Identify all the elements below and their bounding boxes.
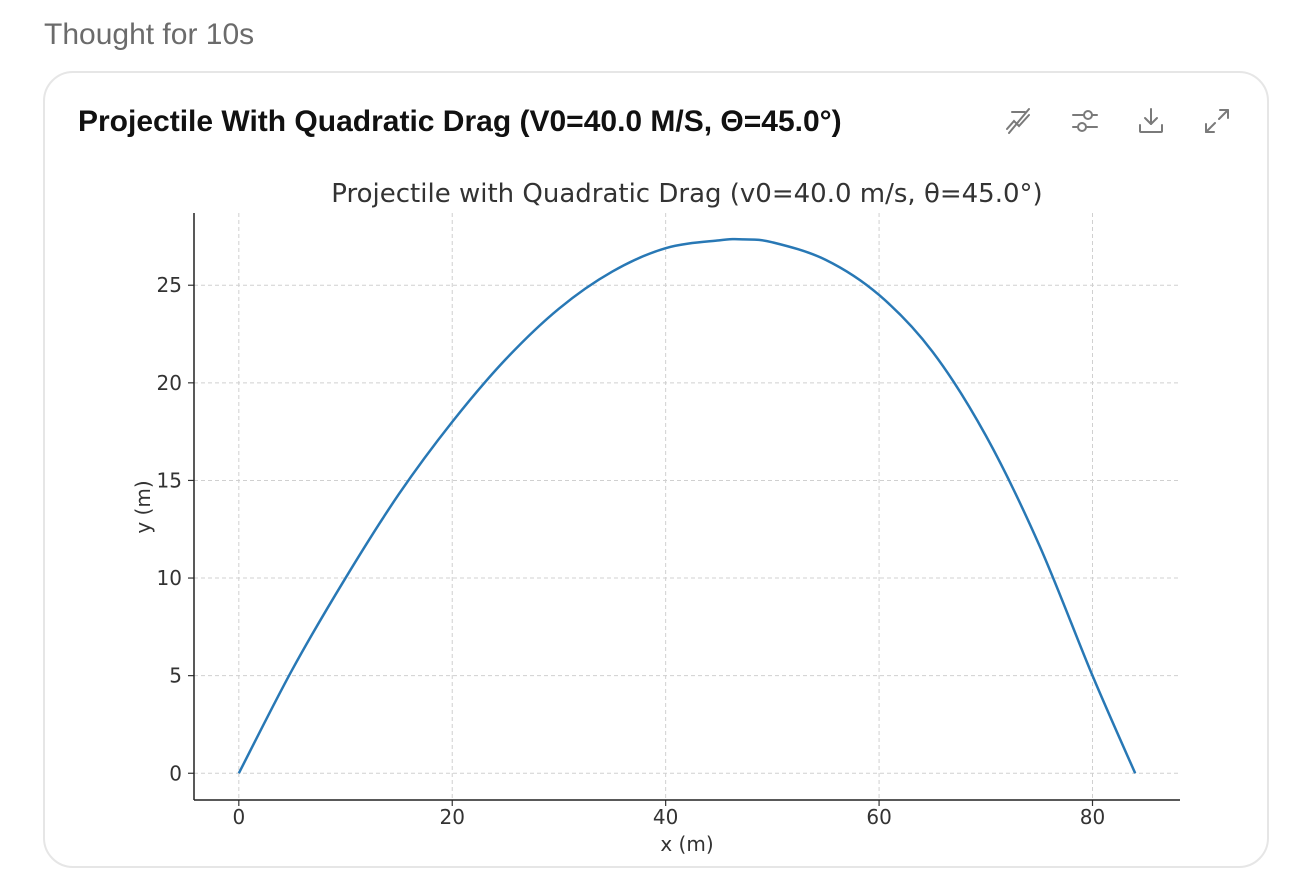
y-tick-label: 10	[157, 566, 182, 590]
axes	[188, 213, 1180, 806]
card-title: Projectile With Quadratic Drag (V0=40.0 …	[78, 105, 842, 138]
expand-button[interactable]	[1199, 103, 1235, 139]
sliders-icon	[1072, 110, 1098, 132]
y-tick-label: 15	[157, 468, 182, 492]
series-group	[237, 237, 1137, 774]
chart-off-icon	[1006, 108, 1030, 134]
chart-title: Projectile with Quadratic Drag (v0=40.0 …	[331, 179, 1042, 209]
y-tick-label: 0	[169, 761, 182, 785]
disable-interactive-button[interactable]	[1001, 103, 1037, 139]
y-tick-label: 25	[157, 273, 182, 297]
x-tick-label: 80	[1080, 805, 1105, 829]
y-tick-label: 20	[157, 371, 182, 395]
x-tick-label: 0	[232, 805, 245, 829]
x-tick-label: 20	[440, 805, 465, 829]
x-tick-label: 60	[866, 805, 891, 829]
expand-icon	[1205, 109, 1229, 133]
chart-card: Projectile With Quadratic Drag (V0=40.0 …	[43, 71, 1269, 868]
tick-labels: 0 20 40 60 80 0 5 10 15 20 25	[157, 273, 1106, 829]
download-button[interactable]	[1133, 103, 1169, 139]
x-axis-label: x (m)	[660, 832, 713, 856]
download-icon	[1139, 108, 1163, 133]
y-axis-label: y (m)	[131, 480, 155, 533]
chart-settings-button[interactable]	[1067, 103, 1103, 139]
thought-duration-label[interactable]: Thought for 10s	[44, 18, 255, 51]
grid-lines	[194, 213, 1180, 800]
x-tick-label: 40	[653, 805, 678, 829]
chart-toolbar	[1001, 103, 1235, 139]
y-tick-label: 5	[169, 664, 182, 688]
trajectory-line	[237, 237, 1137, 774]
